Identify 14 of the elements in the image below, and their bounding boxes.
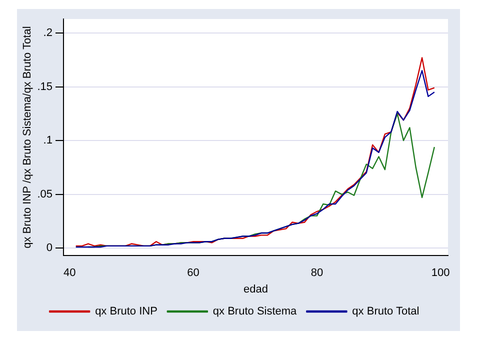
x-axis-title: edad (244, 283, 268, 296)
y-tick-label: .2 (43, 27, 52, 40)
legend-label: qx Bruto INP (95, 306, 158, 318)
y-tick-label: .05 (37, 188, 52, 200)
y-tick-label: 0 (46, 242, 52, 254)
y-tick-label: .1 (43, 134, 52, 147)
y-axis-title: qx Bruto INP /qx Bruto Sistema/qx Bruto Total (22, 26, 34, 248)
legend-label: qx Bruto Sistema (212, 306, 298, 318)
x-tick-label: 40 (64, 267, 76, 280)
x-tick-label: 100 (431, 267, 450, 280)
legend-label: qx Bruto Total (352, 306, 420, 318)
y-tick-label: .15 (37, 80, 52, 93)
x-tick-label: 80 (310, 267, 324, 280)
x-tick-label: 60 (187, 267, 200, 280)
